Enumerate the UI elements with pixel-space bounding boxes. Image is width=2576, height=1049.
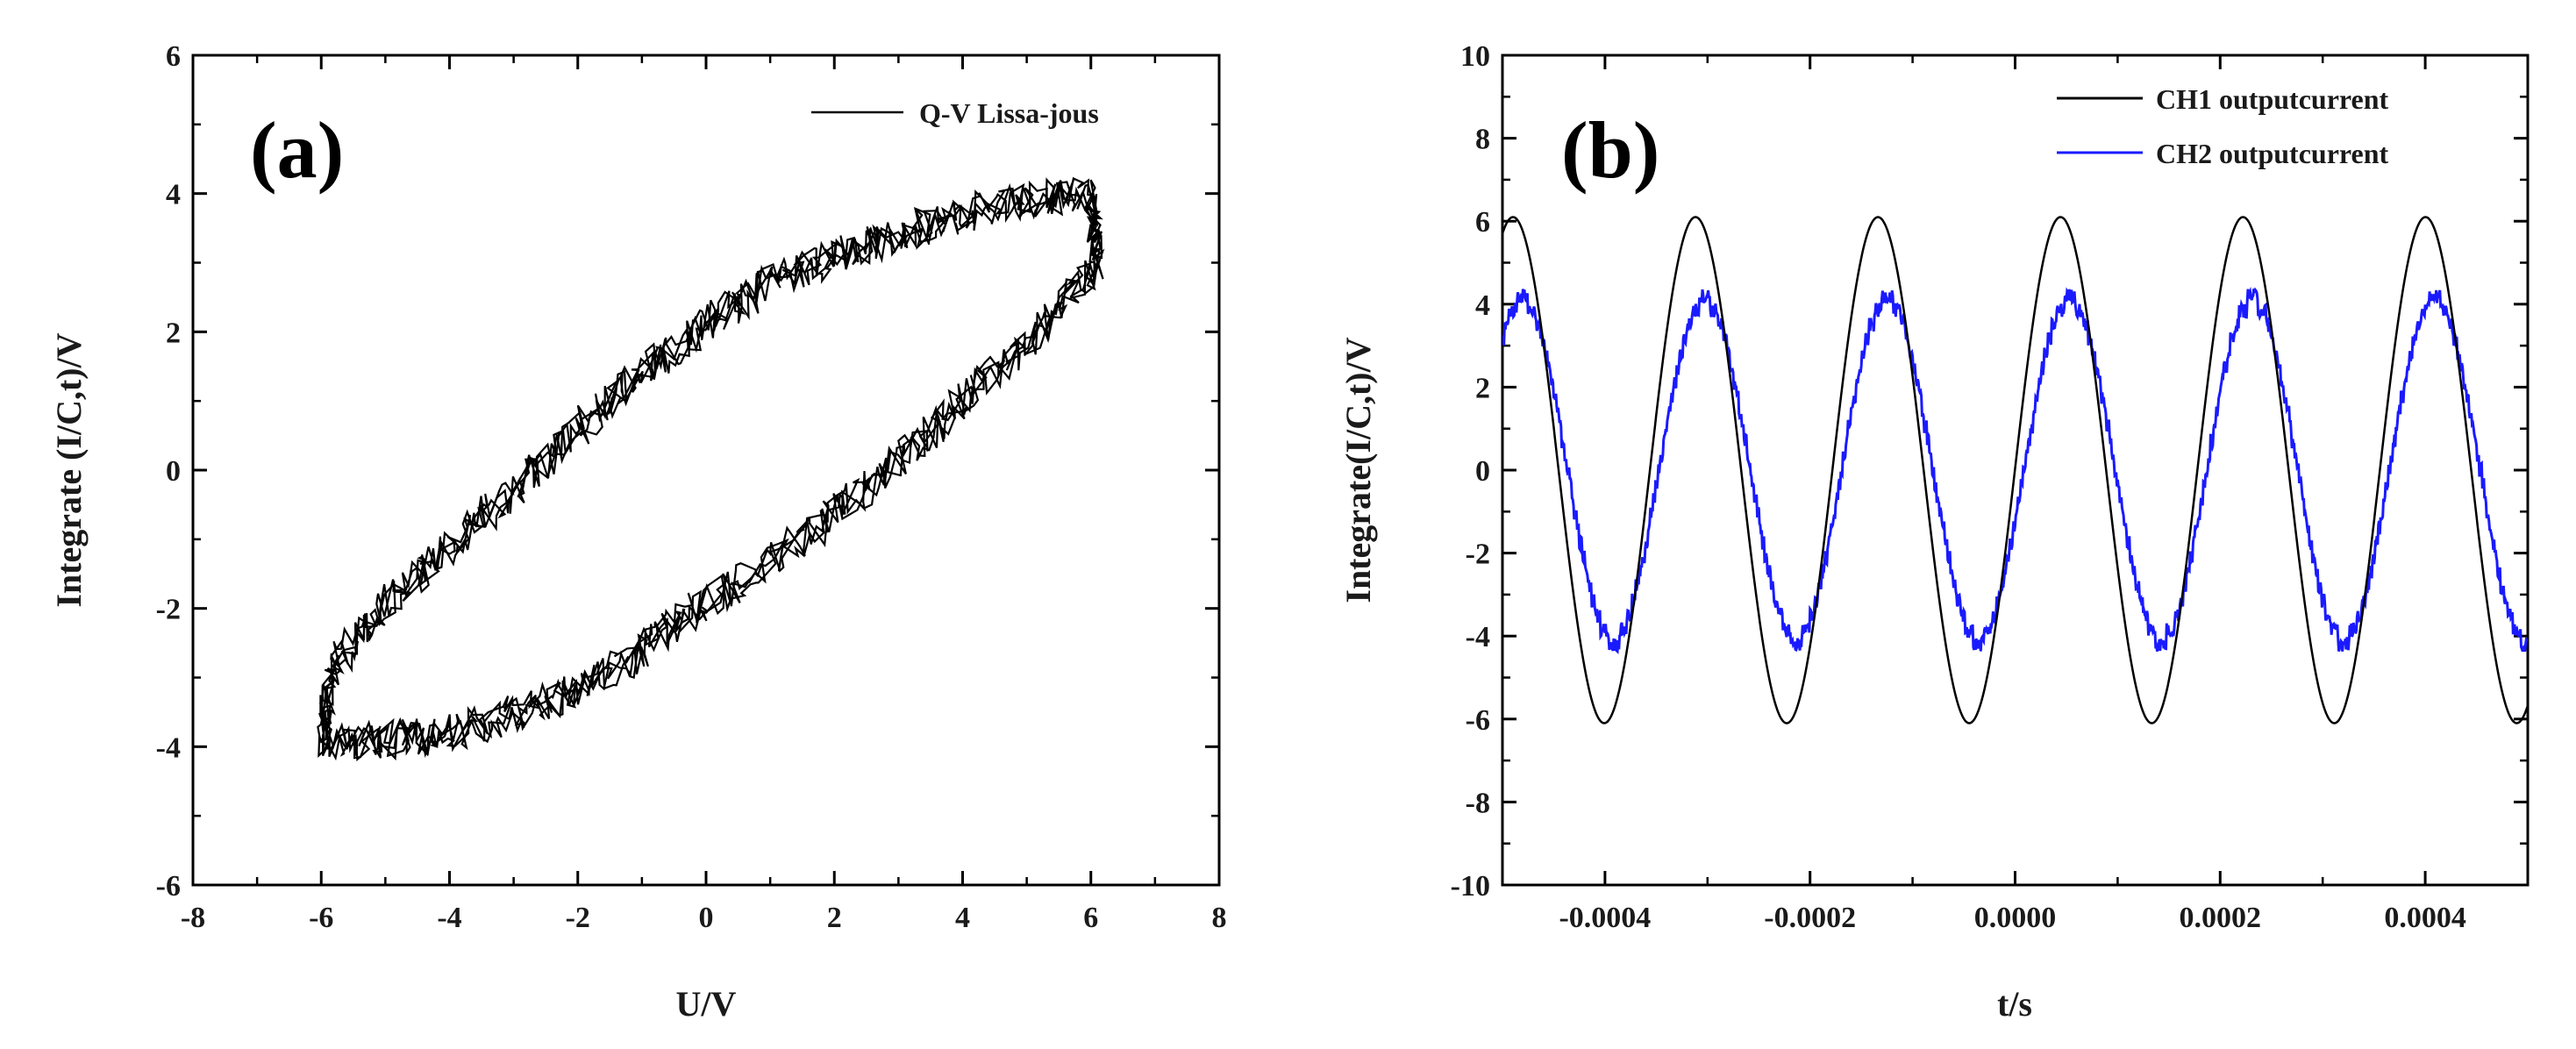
panel-a-y-tick-label: -6	[156, 870, 181, 903]
panel-a-y-tick-label: -4	[156, 731, 181, 764]
panel-b-y-tick-label: -10	[1451, 870, 1490, 903]
panel-b-y-tick-label: -2	[1466, 539, 1490, 571]
panel-a-x-tick-label: 8	[1212, 902, 1227, 934]
panel-a-y-tick-label: 4	[166, 179, 181, 211]
panel-a-x-tick-label: 0	[699, 902, 714, 934]
panel-b-x-tick-label: -0.0004	[1559, 902, 1651, 934]
panel-b-y-tick-label: 6	[1475, 206, 1490, 239]
panel-b-x-tick-label: 0.0000	[1974, 902, 2057, 934]
panel-a-x-tick-label: -6	[309, 902, 333, 934]
panel-b-y-axis-title: Integrate(I/C,t)/V	[1338, 337, 1378, 603]
panel-b-ch1-line	[1502, 216, 2528, 724]
panel-b-x-tick-label: 0.0004	[2384, 902, 2466, 934]
panel-a-y-tick-label: 6	[166, 40, 181, 73]
panel-a-y-tick-label: -2	[156, 594, 181, 626]
panel-a-legend-label: Q-V Lissa-jous	[919, 97, 1099, 129]
panel-a-label: (a)	[250, 105, 344, 195]
panel-b-ticks: -0.0004 -0.0002 0.0000 0.0002 0.0004 -10 -8 -6 -…	[1451, 40, 2528, 934]
panel-b-y-tick-label: -8	[1466, 787, 1490, 819]
panel-b-y-tick-label: 4	[1475, 289, 1490, 322]
panel-a-series	[317, 176, 1105, 762]
panel-a-x-tick-label: -4	[437, 902, 461, 934]
panel-a-x-tick-label: -2	[566, 902, 590, 934]
panel-a-loop-line	[319, 176, 1105, 760]
panel-a-x-tick-label: 4	[955, 902, 970, 934]
panel-a-y-tick-label: 0	[166, 455, 181, 488]
panel-b-ch2-line	[1502, 286, 2528, 654]
panel-b-y-tick-label: -6	[1466, 704, 1490, 737]
panel-a-plot-frame	[191, 54, 1221, 887]
panel-b-legend-label-ch2: CH2 outputcurrent	[2156, 138, 2389, 169]
panel-a-y-axis-title: Integrate (I/C,t)/V	[49, 332, 89, 607]
panel-a-loop-line	[318, 180, 1104, 762]
panel-b-series	[1502, 216, 2528, 724]
panel-a-x-tick-label: 2	[827, 902, 842, 934]
panel-b-y-tick-label: 0	[1475, 455, 1490, 488]
panel-b-chart: -0.0004 -0.0002 0.0000 0.0002 0.0004 -10 -8 -6 -…	[1338, 40, 2530, 1024]
panel-a-loop-line	[318, 177, 1101, 761]
panel-a-y-tick-label: 2	[166, 317, 181, 349]
panel-a-x-tick-label: 6	[1083, 902, 1098, 934]
panel-b-x-axis-title: t/s	[1997, 984, 2032, 1024]
panel-b-y-tick-label: 2	[1475, 372, 1490, 404]
panel-b-x-tick-label: 0.0002	[2180, 902, 2262, 934]
panel-a-loop-line	[317, 179, 1103, 756]
panel-b-label: (b)	[1561, 105, 1659, 195]
panel-a-x-axis-title: U/V	[676, 984, 737, 1024]
panel-a-x-tick-label: -8	[181, 902, 205, 934]
panel-b-y-tick-label: 10	[1460, 40, 1490, 73]
panel-b-x-tick-label: -0.0002	[1764, 902, 1856, 934]
panel-b-legend-label-ch1: CH1 outputcurrent	[2156, 83, 2389, 115]
panel-b-y-tick-label: -4	[1466, 621, 1490, 653]
panel-b-y-tick-label: 8	[1475, 124, 1490, 156]
